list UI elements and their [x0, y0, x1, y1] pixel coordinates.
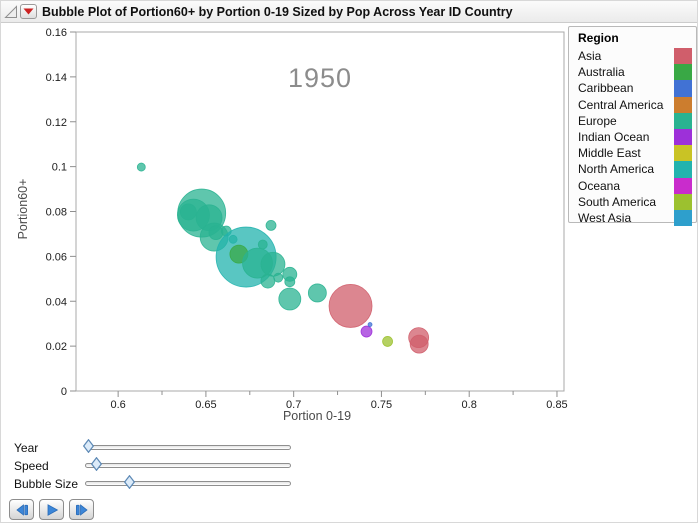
disclosure-triangle-icon[interactable] [4, 4, 18, 19]
legend-item-europe[interactable]: Europe [569, 112, 696, 129]
speed-slider-label: Speed [14, 459, 49, 473]
legend-item-central-america[interactable]: Central America [569, 96, 696, 113]
bubble-size-slider-row: Bubble Size [1, 474, 321, 493]
legend-item-label: South America [578, 194, 657, 209]
year-slider-label: Year [14, 441, 39, 455]
y-tick-label: 0.16 [46, 27, 67, 39]
step-forward-icon [75, 503, 88, 516]
bubble-europe[interactable] [273, 272, 284, 283]
legend-item-label: Europe [578, 113, 617, 128]
y-tick-label: 0.06 [46, 251, 67, 263]
x-tick-label: 0.6 [110, 399, 125, 411]
red-triangle-icon [23, 8, 34, 15]
bubble-europe[interactable] [260, 251, 286, 277]
bubble-europe[interactable] [278, 287, 302, 311]
legend-item-label: Australia [578, 65, 625, 80]
x-tick-label: 0.85 [546, 399, 567, 411]
legend-item-oceana[interactable]: Oceana [569, 177, 696, 194]
legend-color-swatch[interactable] [674, 128, 692, 146]
legend-item-caribbean[interactable]: Caribbean [569, 80, 696, 97]
legend-item-west-asia[interactable]: West Asia [569, 209, 696, 227]
legend-color-swatch[interactable] [674, 64, 692, 81]
axes: 0.6 0.65 0.7 0.75 0.8 0.85 0 0.02 0.04 0.06 0.08 0.… [46, 27, 568, 411]
legend-item-label: North America [578, 162, 655, 177]
y-axis-label: Portion60+ [16, 179, 30, 240]
bubble-europe[interactable] [260, 273, 276, 289]
bubble-asia[interactable] [328, 284, 373, 328]
year-slider-track[interactable] [85, 445, 291, 450]
bubble-size-slider-thumb[interactable] [124, 474, 136, 490]
speed-slider-thumb[interactable] [90, 456, 102, 472]
step-forward-button[interactable] [69, 499, 94, 520]
y-tick-label: 0.04 [46, 296, 67, 308]
x-tick-label: 0.8 [462, 399, 477, 411]
legend-item-south-america[interactable]: South America [569, 193, 696, 210]
legend-item-label: Indian Ocean [578, 130, 650, 145]
bubble-size-slider-label: Bubble Size [14, 477, 79, 491]
legend-color-swatch[interactable] [674, 48, 692, 65]
bubble-europe[interactable] [307, 283, 327, 303]
speed-slider-track[interactable] [85, 463, 291, 468]
play-button[interactable] [39, 499, 64, 520]
red-triangle-menu-button[interactable] [20, 4, 37, 19]
x-tick-label: 0.75 [371, 399, 392, 411]
legend-color-swatch[interactable] [674, 161, 692, 178]
playback-buttons [9, 499, 94, 520]
legend-item-australia[interactable]: Australia [569, 64, 696, 81]
speed-slider-row: Speed [1, 456, 321, 475]
y-tick-label: 0.14 [46, 72, 67, 84]
legend-item-label: Oceana [578, 178, 621, 193]
legend-color-swatch[interactable] [674, 80, 692, 97]
bubble-europe[interactable] [265, 220, 277, 231]
y-tick-label: 0.02 [46, 341, 67, 353]
bubble-caribbean[interactable] [367, 322, 373, 327]
legend-item-north-america[interactable]: North America [569, 161, 696, 178]
y-tick-label: 0.1 [52, 162, 67, 174]
y-tick-label: 0.12 [46, 117, 67, 129]
y-tick-label: 0.08 [46, 207, 67, 219]
play-icon [47, 503, 58, 516]
legend-item-label: Central America [578, 97, 664, 112]
legend-item-label: Caribbean [578, 81, 634, 96]
year-annotation: 1950 [288, 63, 352, 93]
x-tick-label: 0.65 [195, 399, 216, 411]
legend-items: Asia Australia Caribbean Central America Eur… [569, 48, 696, 227]
step-back-button[interactable] [9, 499, 34, 520]
bubble-asia[interactable] [409, 334, 429, 354]
region-legend: Region Asia Australia Caribbean Central Ame… [568, 26, 697, 227]
legend-color-swatch[interactable] [674, 193, 692, 210]
report-title: Bubble Plot of Portion60+ by Portion 0-1… [42, 4, 513, 19]
legend-item-asia[interactable]: Asia [569, 48, 696, 65]
bubble-europe[interactable] [136, 162, 146, 172]
y-tick-label: 0 [61, 386, 67, 398]
bubble-south-america[interactable] [382, 336, 393, 347]
bubbles-layer [136, 162, 430, 354]
year-slider-thumb[interactable] [82, 438, 94, 454]
legend-color-swatch[interactable] [674, 96, 692, 113]
legend-title: Region [578, 31, 619, 45]
legend-color-swatch[interactable] [674, 209, 692, 227]
legend-color-swatch[interactable] [674, 145, 692, 162]
legend-item-label: Middle East [578, 146, 641, 161]
x-tick-label: 0.7 [286, 399, 301, 411]
legend-color-swatch[interactable] [674, 112, 692, 129]
legend-item-indian-ocean[interactable]: Indian Ocean [569, 128, 696, 146]
legend-item-middle-east[interactable]: Middle East [569, 145, 696, 162]
legend-color-swatch[interactable] [674, 177, 692, 194]
report-titlebar: Bubble Plot of Portion60+ by Portion 0-1… [1, 1, 697, 23]
bubble-europe[interactable] [284, 276, 296, 288]
year-slider-row: Year [1, 438, 321, 457]
step-back-icon [15, 503, 28, 516]
bubble-indian-ocean[interactable] [360, 325, 373, 338]
x-axis-label: Portion 0-19 [283, 409, 351, 423]
legend-item-label: West Asia [578, 210, 632, 225]
legend-item-label: Asia [578, 49, 602, 64]
bubble-europe[interactable] [208, 225, 224, 240]
bubble-europe[interactable] [257, 239, 268, 250]
bubble-size-slider-track[interactable] [85, 481, 291, 486]
